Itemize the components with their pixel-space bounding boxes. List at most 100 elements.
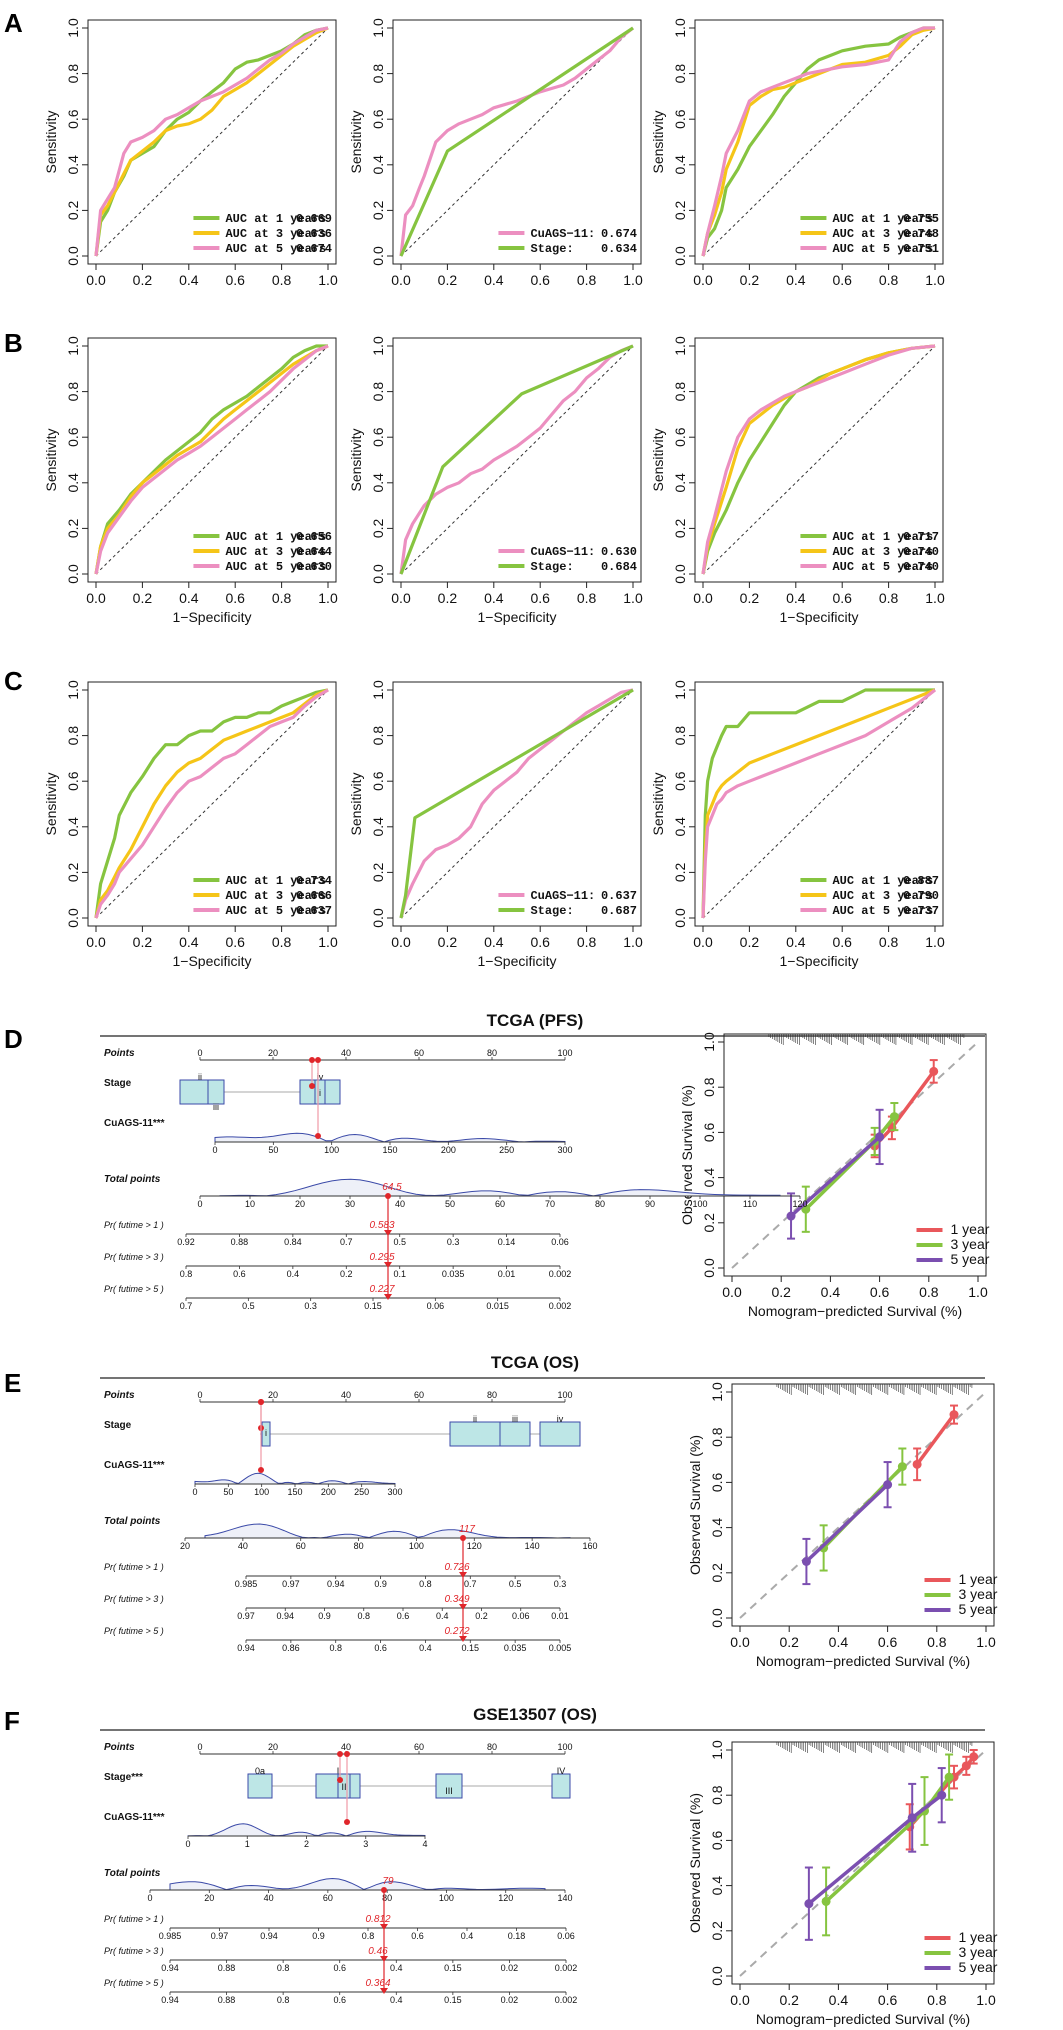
points-label: Points bbox=[104, 1048, 135, 1059]
legend-auc-value: 0.740 bbox=[903, 560, 939, 574]
diagonal-reference-line bbox=[95, 27, 329, 257]
scale-tick-label: 0.06 bbox=[557, 1931, 575, 1941]
calibration-point bbox=[912, 1459, 922, 1469]
y-axis-label: Observed Survival (%) bbox=[687, 1435, 703, 1575]
stage-box bbox=[435, 1773, 463, 1799]
roc-C2-x-tick-label: 0.0 bbox=[391, 934, 411, 950]
legend-label: Stage: bbox=[530, 560, 573, 574]
roc-C3-x-tick-label: 0.2 bbox=[740, 934, 760, 950]
scale-tick-label: 100 bbox=[254, 1487, 269, 1497]
scale-tick-label: 0.1 bbox=[393, 1269, 406, 1279]
x-axis-label: 1−Specificity bbox=[173, 953, 252, 969]
roc-series-line bbox=[701, 688, 935, 919]
scale-tick-label: 0.8 bbox=[329, 1643, 342, 1653]
scale-tick-label: 0 bbox=[212, 1145, 217, 1155]
x-axis-label: 1−Specificity bbox=[780, 953, 859, 969]
roc-A1-y-tick-label: 0.2 bbox=[65, 200, 81, 220]
points-marker bbox=[344, 1751, 350, 1757]
scale-tick-label: 0.002 bbox=[555, 1963, 578, 1973]
scale-tick-label: 120 bbox=[467, 1541, 482, 1551]
cal-D_cal-x-tick-label: 1.0 bbox=[968, 1284, 988, 1300]
total-points-label: Total points bbox=[104, 1868, 161, 1879]
roc-C1-x-tick-label: 0.6 bbox=[225, 934, 245, 950]
roc-A1-y-tick-label: 0.8 bbox=[65, 64, 81, 84]
scale-tick-label: 100 bbox=[557, 1048, 572, 1058]
roc-series-line bbox=[399, 688, 634, 919]
scale-tick-label: 0.92 bbox=[177, 1237, 195, 1247]
stage-category-label: iii bbox=[512, 1414, 518, 1424]
roc-A3-y-tick-label: 0.0 bbox=[672, 246, 688, 266]
scale-tick-label: 0.8 bbox=[419, 1579, 432, 1589]
scale-tick-label: 0.002 bbox=[555, 1995, 578, 2005]
scale-tick-label: 150 bbox=[287, 1487, 302, 1497]
legend-label: Stage: bbox=[530, 242, 573, 256]
scale-tick-label: 0.88 bbox=[218, 1995, 236, 2005]
scale-tick-label: 0.15 bbox=[364, 1301, 382, 1311]
scale-tick-label: 0.5 bbox=[393, 1237, 406, 1247]
cal-D_cal-x-tick-label: 0.4 bbox=[821, 1284, 841, 1300]
probability-value: 0.349 bbox=[444, 1594, 469, 1605]
calibration-point bbox=[907, 1813, 917, 1823]
panel-letter-f: F bbox=[4, 1706, 20, 1736]
scale-tick-label: 0.97 bbox=[211, 1931, 229, 1941]
stage-category-label: II bbox=[341, 1782, 346, 1792]
roc-series-line bbox=[399, 26, 634, 257]
roc-A2-x-tick-label: 0.8 bbox=[577, 272, 597, 288]
roc-B3-x-tick-label: 0.4 bbox=[786, 590, 806, 606]
gene-label: CuAGS-11*** bbox=[104, 1460, 165, 1471]
scale-tick-label: 0.94 bbox=[161, 1995, 179, 2005]
roc-series-line bbox=[701, 688, 936, 919]
roc-B2-y-tick-label: 0.8 bbox=[370, 382, 386, 402]
scale-tick-label: 80 bbox=[487, 1742, 497, 1752]
roc-B2-x-tick-label: 0.8 bbox=[577, 590, 597, 606]
calibration-chart-E_cal: 0.0 0.2 0.4 0.6 0.8 1.0 0.0 0.2 0.4 0.6 0.8 1.0 Obse… bbox=[687, 1382, 998, 1669]
probability-value: 0.812 bbox=[365, 1914, 390, 1925]
x-axis-label: 1−Specificity bbox=[780, 609, 859, 625]
roc-A2-x-tick-label: 0.6 bbox=[530, 272, 550, 288]
scale-tick-label: 200 bbox=[321, 1487, 336, 1497]
scale-tick-label: 0.18 bbox=[508, 1931, 526, 1941]
legend-auc-value: 0.684 bbox=[601, 560, 637, 574]
roc-B3-y-tick-label: 0.8 bbox=[672, 382, 688, 402]
roc-C2-plot-frame bbox=[392, 681, 642, 927]
roc-B3-y-tick-label: 0.0 bbox=[672, 564, 688, 584]
cal-D_cal-y-tick-label: 0.8 bbox=[701, 1077, 717, 1097]
calibration-point bbox=[801, 1557, 811, 1566]
roc-B2-y-tick-label: 1.0 bbox=[370, 336, 386, 356]
probability-label: Pr( futime > 5 ) bbox=[104, 1978, 164, 1988]
roc-B2-plot-frame bbox=[392, 337, 642, 583]
roc-chart-A3: 0.0 0.2 0.4 0.6 0.8 1.0 0.0 0.2 0.4 0.6 0.8 1.0 Sens… bbox=[650, 18, 945, 288]
roc-B1-x-tick-label: 0.8 bbox=[272, 590, 292, 606]
legend-auc-value: 0.737 bbox=[903, 904, 939, 918]
density-curve bbox=[214, 1132, 566, 1143]
y-axis-label: Sensitivity bbox=[348, 772, 364, 835]
legend-auc-value: 0.790 bbox=[903, 889, 939, 903]
scale-tick-label: 80 bbox=[487, 1048, 497, 1058]
scale-tick-label: 0.3 bbox=[554, 1579, 567, 1589]
legend-label: AUC at 3 years bbox=[832, 545, 933, 559]
stage-box bbox=[539, 1421, 581, 1447]
diagonal-reference-line bbox=[702, 689, 936, 919]
scale-tick-label: 0.7 bbox=[340, 1237, 353, 1247]
scale-tick-label: 40 bbox=[395, 1199, 405, 1209]
probability-value: 0.46 bbox=[368, 1946, 388, 1957]
legend-label: Stage: bbox=[530, 904, 573, 918]
scale-tick-label: 60 bbox=[323, 1893, 333, 1903]
cal-D_cal-y-tick-label: 0.6 bbox=[701, 1122, 717, 1142]
nomogram-D: TCGA (PFS)Points 0 20 40 60 80 100Stageiiiiiiv… bbox=[100, 1011, 985, 1311]
stage-category-label: i bbox=[319, 1088, 321, 1098]
roc-series-line bbox=[701, 344, 936, 575]
x-axis-label: Nomogram−predicted Survival (%) bbox=[756, 1653, 970, 1669]
scale-tick-label: 0.02 bbox=[501, 1995, 519, 2005]
scale-tick-label: 20 bbox=[295, 1199, 305, 1209]
roc-B2-x-tick-label: 0.4 bbox=[484, 590, 504, 606]
roc-C1-plot-frame bbox=[87, 681, 337, 927]
scale-tick-label: 110 bbox=[743, 1199, 757, 1209]
scale-tick-label: 60 bbox=[414, 1390, 424, 1400]
scale-tick-label: 0.7 bbox=[464, 1579, 477, 1589]
scale-tick-label: 300 bbox=[387, 1487, 402, 1497]
scale-tick-label: 0.6 bbox=[397, 1611, 410, 1621]
stage-category-label: ii bbox=[473, 1414, 477, 1424]
variable-marker bbox=[337, 1777, 343, 1783]
x-axis-label: 1−Specificity bbox=[173, 609, 252, 625]
